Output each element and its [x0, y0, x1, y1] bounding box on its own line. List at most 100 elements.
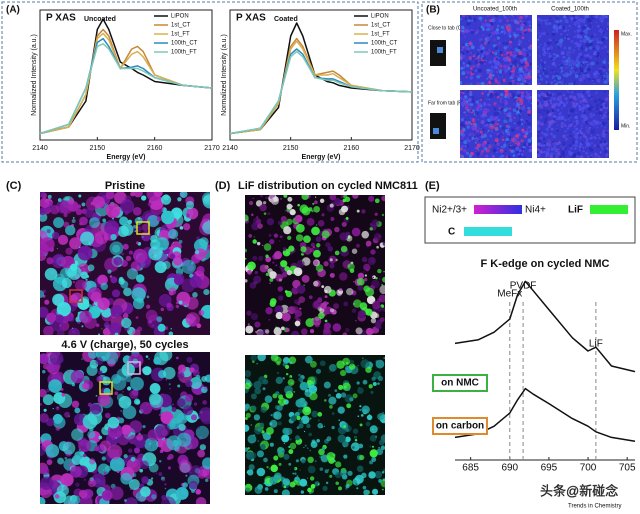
- speckle: [542, 151, 545, 154]
- speckle: [278, 295, 284, 301]
- speckle: [549, 99, 553, 102]
- speckle: [68, 327, 80, 335]
- speckle: [510, 139, 513, 141]
- speckle: [253, 236, 255, 238]
- speckle: [551, 108, 555, 113]
- speckle: [365, 366, 372, 373]
- speckle: [485, 82, 489, 85]
- speckle: [518, 59, 521, 62]
- speckle: [543, 121, 547, 124]
- speckle: [578, 83, 582, 85]
- speckle: [133, 192, 143, 198]
- speckle: [510, 150, 513, 153]
- speckle: [500, 146, 503, 148]
- speckle: [544, 135, 547, 138]
- speckle: [250, 313, 259, 321]
- speckle: [605, 153, 609, 157]
- speckle: [598, 111, 603, 116]
- speckle: [539, 153, 542, 156]
- speckle: [344, 394, 354, 403]
- panel-a-frame: [1, 1, 419, 163]
- speckle: [560, 125, 564, 129]
- speckle: [378, 294, 385, 303]
- speckle: [540, 93, 543, 96]
- micrograph-texture: [537, 90, 609, 158]
- speckle: [119, 216, 129, 226]
- speckle: [579, 81, 581, 83]
- speckle: [466, 125, 471, 129]
- speckle: [301, 459, 306, 464]
- speckle: [538, 101, 541, 104]
- speckle: [471, 118, 476, 123]
- speckle: [323, 381, 331, 389]
- speckle: [372, 428, 374, 431]
- speckle: [513, 59, 518, 64]
- speckle: [476, 82, 481, 85]
- series-line: [229, 50, 413, 135]
- speckle: [294, 214, 303, 223]
- x-tick-label: 2160: [147, 145, 163, 152]
- speckle: [501, 76, 503, 78]
- speckle: [604, 15, 608, 19]
- speckle: [582, 98, 587, 103]
- speckle: [321, 446, 326, 451]
- speckle: [331, 425, 335, 430]
- speckle: [382, 276, 385, 283]
- speckle: [486, 52, 489, 55]
- speckle: [480, 37, 483, 41]
- speckle: [92, 196, 105, 209]
- speckle: [288, 445, 291, 448]
- speckle: [303, 284, 305, 287]
- speckle: [589, 136, 593, 140]
- speckle: [595, 37, 599, 42]
- speckle: [605, 130, 607, 132]
- speckle: [353, 480, 357, 484]
- speckle: [329, 263, 335, 269]
- speckle: [578, 136, 582, 140]
- speckle: [275, 264, 278, 267]
- speckle: [471, 137, 475, 140]
- speckle: [564, 83, 567, 85]
- speckle: [465, 58, 468, 61]
- speckle: [379, 415, 384, 420]
- speckle: [365, 240, 372, 247]
- speckle: [69, 237, 82, 250]
- speckle: [324, 295, 328, 299]
- speckle: [274, 356, 282, 364]
- speckle: [310, 242, 316, 248]
- speckle: [124, 497, 138, 504]
- speckle: [117, 225, 129, 237]
- speckle: [502, 126, 506, 130]
- speckle: [549, 154, 553, 158]
- speckle: [98, 333, 100, 335]
- speckle: [474, 57, 478, 61]
- speckle: [585, 127, 587, 129]
- speckle: [252, 239, 257, 244]
- speckle: [263, 457, 268, 463]
- speckle: [338, 384, 344, 390]
- speckle: [467, 61, 472, 66]
- speckle: [551, 32, 556, 37]
- speckle: [479, 125, 483, 129]
- speckle: [282, 478, 291, 486]
- panel-b-frame: [421, 1, 638, 163]
- speckle: [314, 460, 317, 463]
- speckle: [607, 94, 609, 97]
- row-label: Far from tab (FT): [428, 100, 466, 106]
- speckle: [494, 118, 499, 123]
- speckle: [107, 416, 120, 429]
- speckle: [572, 130, 576, 134]
- speckle: [324, 319, 328, 323]
- speckle: [157, 323, 166, 332]
- speckle: [185, 213, 190, 218]
- speckle: [575, 135, 579, 139]
- speckle: [282, 377, 285, 380]
- speckle: [57, 457, 65, 465]
- speckle: [593, 144, 597, 147]
- speckle: [305, 318, 315, 327]
- speckle: [503, 45, 508, 50]
- speckle: [361, 209, 366, 214]
- speckle: [560, 51, 565, 56]
- speckle: [586, 130, 588, 133]
- speckle: [300, 415, 310, 425]
